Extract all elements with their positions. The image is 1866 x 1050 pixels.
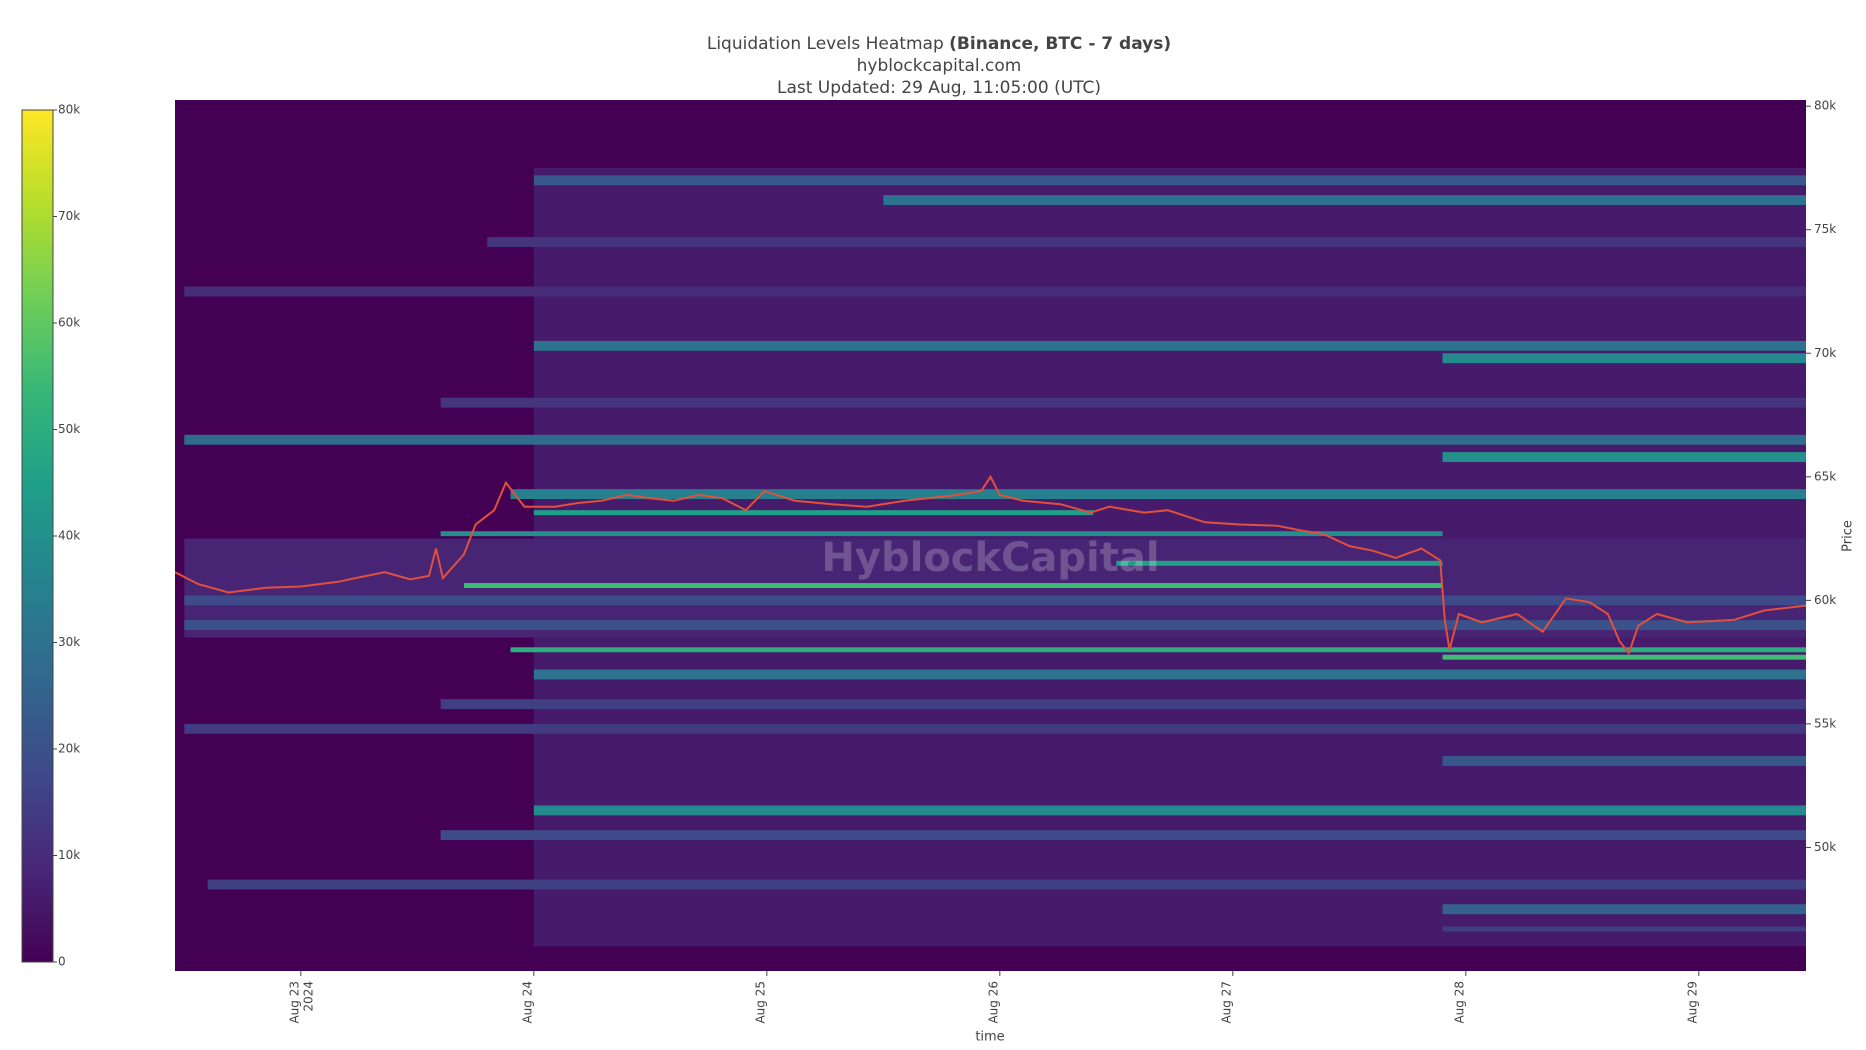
heat-band [440,699,1806,710]
heat-band [510,647,1806,653]
heat-band [184,620,1806,631]
plot-area [175,100,1807,971]
heat-band [533,340,1806,351]
heat-band [533,669,1806,680]
x-tick-label: Aug 23 [287,981,301,1024]
heat-band [510,489,1806,500]
heat-band [487,237,1807,248]
x-tick-label: Aug 29 [1685,981,1699,1024]
chart-title: Liquidation Levels Heatmap (Binance, BTC… [707,34,1171,54]
x-year-label: 2024 [301,981,315,1012]
heat-band [1442,756,1806,766]
heat-band [184,434,1806,445]
y-tick-label: 75k [1814,222,1836,236]
heat-band [1442,353,1806,364]
y-tick-label: 65k [1814,469,1836,483]
heat-band [883,195,1806,206]
x-tick-label: Aug 24 [520,981,534,1024]
heat-band [533,805,1806,816]
heat-band [1442,654,1806,660]
heat-band [533,510,1094,516]
heat-band [440,830,1806,841]
colorbar-tick-label: 20k [58,742,80,756]
colorbar-tick-label: 60k [58,316,80,330]
colorbar-tick-label: 50k [58,422,80,436]
colorbar-tick-label: 70k [58,209,80,223]
x-axis-label: time [975,1030,1004,1045]
colorbar-tick-label: 30k [58,635,80,649]
heat-band [184,595,1806,606]
colorbar-tick-label: 10k [58,848,80,862]
heat-band [440,531,1443,537]
x-tick-label: Aug 25 [753,981,767,1024]
y-tick-label: 50k [1814,840,1836,854]
subtitle: hyblockcapital.com [857,56,1022,76]
y-axis-label: Price [1841,520,1856,552]
heat-band [463,583,1443,589]
y-tick-label: 55k [1814,716,1836,730]
watermark: HyblockCapital [821,535,1159,581]
heat-band [184,723,1806,734]
heat-band [533,175,1806,186]
y-tick-label: 80k [1814,99,1836,113]
heat-band [1442,926,1806,932]
x-tick-label: Aug 26 [986,981,1000,1024]
title-main: Liquidation Levels Heatmap [707,34,944,54]
colorbar-tick-label: 40k [58,529,80,543]
colorbar-tick-label: 0 [58,955,66,969]
title-bold: (Binance, BTC - 7 days) [949,34,1171,54]
y-tick-label: 70k [1814,346,1836,360]
heat-band [1116,560,1443,566]
heat-band [184,286,1806,297]
price-line [174,474,1807,656]
heat-band [440,397,1806,408]
heat-band [1442,904,1806,915]
x-tick-label: Aug 27 [1219,981,1233,1024]
updated: Last Updated: 29 Aug, 11:05:00 (UTC) [777,78,1101,98]
colorbar [21,109,54,963]
y-tick-label: 60k [1814,593,1836,607]
heat-band [1442,452,1806,462]
heat-band [207,879,1806,890]
x-tick-label: Aug 28 [1452,981,1466,1024]
colorbar-tick-label: 80k [58,103,80,117]
